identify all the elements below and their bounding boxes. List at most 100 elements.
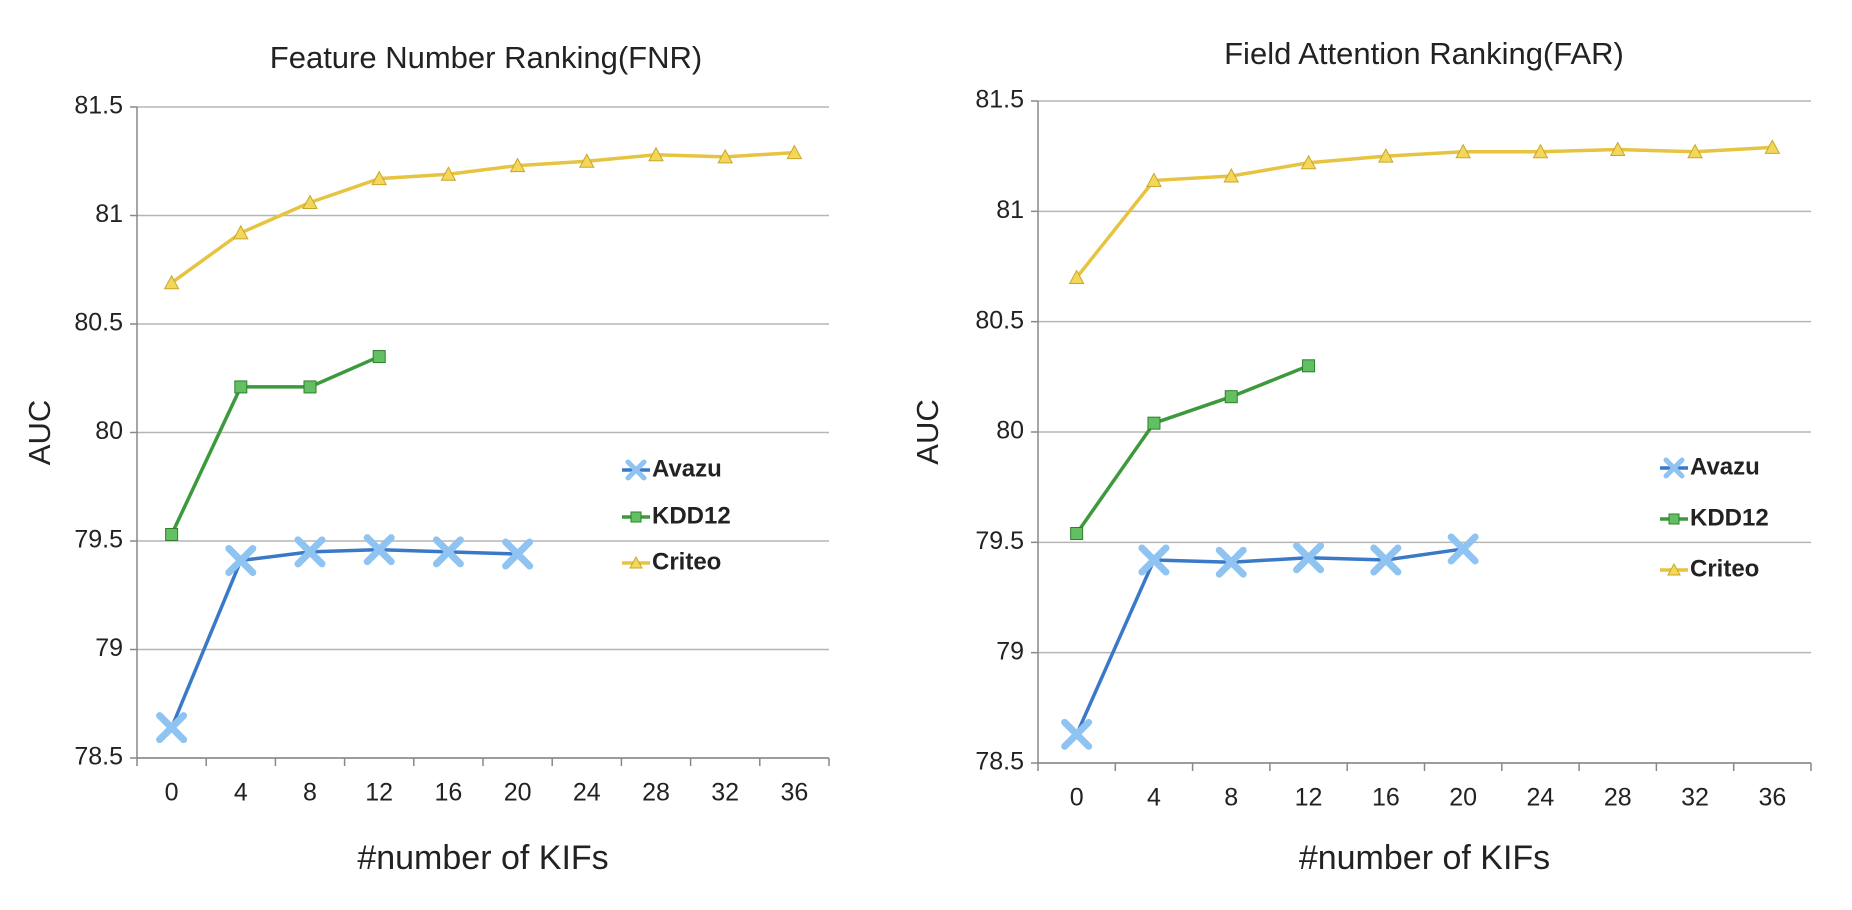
marker-triangle (1068, 269, 1085, 285)
x-tick-label: 16 (1372, 784, 1400, 812)
legend-label: KDD12 (652, 502, 731, 529)
series (165, 350, 386, 541)
marker-x (1293, 542, 1325, 574)
x-tick-label: 32 (711, 779, 739, 807)
marker-x (294, 536, 326, 568)
legend-marker (630, 511, 642, 523)
marker-triangle (578, 153, 595, 168)
x-tick-label: 20 (1449, 784, 1477, 812)
marker-triangle (163, 274, 180, 290)
marker-triangle (1687, 143, 1703, 159)
marker-square (1224, 390, 1238, 404)
marker-triangle (302, 194, 318, 209)
y-tick-label: 79.5 (975, 527, 1024, 555)
marker-x (1215, 546, 1247, 578)
marker-triangle (1532, 143, 1549, 159)
y-tick-label: 79 (95, 634, 123, 662)
legend-marker (629, 555, 643, 569)
x-tick-label: 36 (1758, 784, 1786, 812)
marker-triangle (1764, 139, 1781, 154)
marker-x (502, 538, 534, 570)
legend-marker (1668, 513, 1680, 525)
chart-title: Feature Number Ranking(FNR) (270, 40, 702, 75)
marker-triangle (440, 166, 457, 181)
marker-x (432, 536, 464, 568)
y-tick-label: 79.5 (74, 526, 123, 554)
line (1075, 364, 1310, 535)
marker-triangle (1300, 154, 1317, 170)
marker-triangle (717, 148, 734, 164)
marker-x (1061, 718, 1093, 750)
legend-label: Criteo (1690, 555, 1759, 582)
marker-triangle (1455, 143, 1471, 159)
marker-x (225, 545, 257, 577)
marker-triangle (648, 146, 664, 162)
legend-label: Criteo (652, 548, 721, 575)
y-tick-label: 80.5 (975, 306, 1024, 334)
marker-square (372, 350, 386, 364)
x-tick-label: 24 (1527, 784, 1555, 812)
marker-x (1370, 544, 1402, 576)
chart-title: Field Attention Ranking(FAR) (1224, 36, 1624, 71)
marker-square (1070, 527, 1084, 541)
marker-x (1447, 533, 1479, 565)
y-tick-label: 78.5 (74, 743, 123, 771)
marker-square (1302, 359, 1316, 373)
legend-marker (1667, 562, 1681, 576)
marker-triangle (1146, 172, 1162, 187)
y-tick-label: 81.5 (74, 92, 123, 120)
legend-marker (625, 459, 647, 481)
marker-triangle (786, 144, 803, 160)
x-tick-label: 12 (365, 779, 393, 807)
marker-x (363, 534, 395, 566)
legend-label: KDD12 (1690, 504, 1769, 531)
y-tick-label: 80 (95, 417, 123, 445)
x-tick-label: 0 (1070, 784, 1084, 812)
marker-triangle (1378, 148, 1394, 163)
y-tick-label: 80 (996, 417, 1024, 445)
line (169, 547, 518, 729)
y-tick-label: 81 (996, 196, 1024, 224)
marker-triangle (1609, 141, 1626, 157)
series (156, 534, 534, 744)
y-axis-label: AUC (910, 399, 945, 464)
series (1070, 359, 1316, 541)
x-tick-label: 8 (303, 779, 317, 807)
y-tick-label: 79 (996, 637, 1024, 665)
x-tick-label: 16 (434, 779, 462, 807)
line (170, 150, 795, 285)
x-tick-label: 32 (1681, 784, 1709, 812)
x-tick-label: 20 (504, 779, 532, 807)
x-axis-label: #number of KIFs (1299, 839, 1550, 877)
legend-label: Avazu (652, 455, 722, 482)
marker-triangle (232, 224, 249, 240)
marker-triangle (1223, 167, 1240, 183)
series (163, 144, 803, 290)
series (1068, 139, 1781, 285)
x-tick-label: 28 (1604, 784, 1632, 812)
x-tick-label: 4 (234, 779, 248, 807)
y-tick-label: 81 (95, 200, 123, 228)
marker-square (1147, 416, 1161, 430)
line (1075, 547, 1464, 736)
y-tick-label: 80.5 (74, 309, 123, 337)
x-tick-label: 8 (1224, 784, 1238, 812)
x-tick-label: 4 (1147, 784, 1161, 812)
series (1061, 533, 1479, 750)
marker-square (303, 380, 317, 394)
x-tick-label: 36 (780, 779, 808, 807)
x-tick-label: 28 (642, 779, 670, 807)
marker-triangle (509, 157, 526, 173)
y-axis-label: AUC (22, 400, 57, 465)
line (1075, 145, 1773, 279)
marker-square (234, 380, 248, 394)
x-tick-label: 24 (573, 779, 601, 807)
legend-marker (1663, 457, 1685, 479)
x-tick-label: 0 (165, 779, 179, 807)
marker-triangle (371, 170, 388, 186)
y-tick-label: 81.5 (975, 86, 1024, 114)
marker-x (156, 712, 188, 744)
marker-square (165, 527, 179, 541)
x-axis-label: #number of KIFs (357, 839, 608, 877)
